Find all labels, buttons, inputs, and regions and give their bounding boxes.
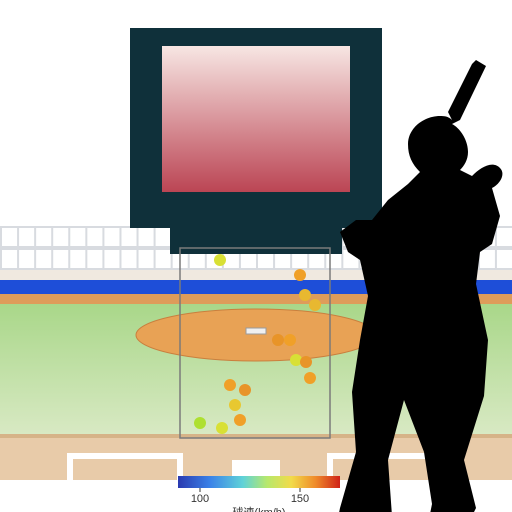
pitchers-mound — [136, 309, 376, 361]
pitch-marker — [194, 417, 206, 429]
pitch-marker — [224, 379, 236, 391]
pitching-rubber — [246, 328, 266, 334]
pitch-marker — [284, 334, 296, 346]
pitch-marker — [309, 299, 321, 311]
pitch-marker — [234, 414, 246, 426]
pitch-marker — [229, 399, 241, 411]
pitch-marker — [300, 356, 312, 368]
pitch-marker — [294, 269, 306, 281]
pitch-marker — [299, 289, 311, 301]
pitch-chart: 100 150 球速(km/h) — [0, 0, 512, 512]
pitch-marker — [290, 354, 302, 366]
legend-axis-label: 球速(km/h) — [232, 505, 285, 512]
legend-tick-label: 150 — [291, 493, 309, 505]
legend-tick-label: 100 — [191, 493, 209, 505]
pitch-marker — [272, 334, 284, 346]
pitch-marker — [304, 372, 316, 384]
pitch-marker — [214, 254, 226, 266]
velocity-legend: 100 150 球速(km/h) — [178, 476, 340, 512]
scoreboard — [130, 28, 382, 254]
pitch-marker — [216, 422, 228, 434]
pitch-marker — [239, 384, 251, 396]
